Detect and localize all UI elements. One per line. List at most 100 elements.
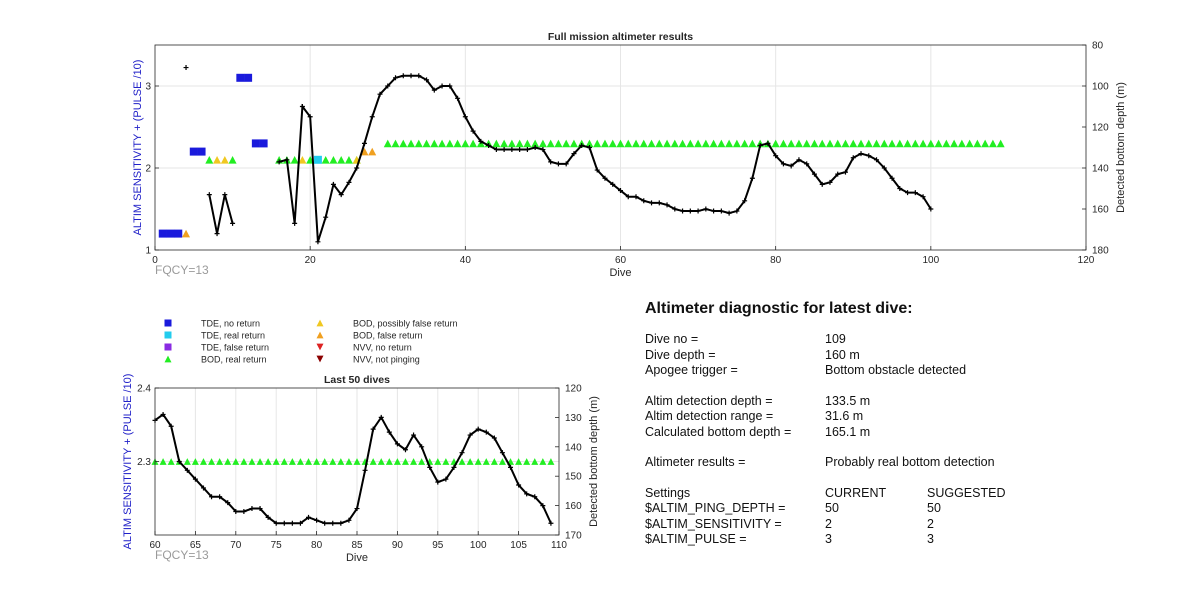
data-point — [926, 139, 935, 148]
depth-point — [509, 147, 515, 153]
setting-suggested: 50 — [927, 501, 941, 515]
apogee-value: Bottom obstacle detected — [825, 363, 967, 377]
data-point — [353, 458, 361, 465]
data-point — [779, 139, 788, 148]
depth-point — [299, 104, 305, 109]
data-point — [678, 139, 687, 148]
data-point — [256, 458, 264, 465]
depth-point — [842, 169, 848, 175]
data-point — [500, 139, 509, 148]
data-point — [942, 139, 951, 148]
depth-point — [532, 494, 538, 500]
data-point — [507, 139, 516, 148]
depth-point — [378, 414, 384, 420]
depth-point — [827, 179, 833, 185]
data-point — [313, 458, 321, 465]
data-point — [988, 139, 997, 148]
y-tick-label: 2 — [145, 164, 151, 175]
y-tick-label: 1 — [145, 246, 151, 257]
data-point — [442, 458, 450, 465]
data-point — [802, 139, 811, 148]
det-range-value: 31.6 m — [825, 409, 864, 423]
apogee-row: Apogee trigger = Bottom obstacle detecte… — [645, 363, 1065, 379]
depth-point — [773, 153, 779, 159]
data-point — [911, 139, 920, 148]
data-point — [399, 139, 408, 148]
data-point — [313, 155, 322, 164]
data-point — [288, 458, 296, 465]
data-point — [864, 139, 873, 148]
data-point — [264, 458, 272, 465]
data-point — [547, 458, 555, 465]
settings-header: Settings — [645, 485, 691, 500]
setting-row-sensitivity: $ALTIM_SENSITIVITY = 2 2 — [645, 517, 1065, 533]
setting-row-ping-depth: $ALTIM_PING_DEPTH = 50 50 — [645, 501, 1065, 517]
depth-point — [586, 145, 592, 150]
chart-title: Last 50 dives — [324, 374, 390, 386]
data-point — [562, 139, 571, 148]
y2-tick-label: 130 — [565, 413, 582, 424]
data-point — [213, 156, 222, 164]
det-depth-row: Altim detection depth = 133.5 m — [645, 394, 1065, 410]
depth-point — [491, 435, 497, 441]
dive-no-label: Dive no = — [645, 332, 699, 346]
data-point — [655, 139, 664, 148]
data-point — [329, 156, 338, 164]
x-tick-label: 20 — [305, 255, 317, 266]
calc-depth-label: Calculated bottom depth = — [645, 424, 792, 439]
depth-point — [555, 161, 561, 167]
data-point — [624, 139, 633, 148]
data-point — [872, 139, 881, 148]
depth-point — [866, 153, 872, 159]
data-point — [810, 139, 819, 148]
x-tick-label: 100 — [470, 540, 487, 551]
data-point — [220, 156, 229, 164]
data-point — [414, 139, 423, 148]
depth-point — [742, 198, 748, 204]
x-tick-label: 60 — [615, 255, 627, 266]
data-point — [418, 458, 426, 465]
depth-point — [486, 142, 492, 148]
depth-point — [517, 147, 523, 153]
x-tick-label: 85 — [351, 540, 363, 551]
depth-point — [594, 167, 600, 173]
depth-point — [703, 206, 709, 212]
data-point — [740, 139, 749, 148]
depth-point — [217, 494, 223, 500]
data-point — [841, 139, 850, 148]
data-point — [825, 139, 834, 148]
data-point — [174, 229, 183, 238]
depth-point — [641, 198, 647, 204]
data-point — [647, 139, 656, 148]
data-point — [251, 139, 260, 148]
depth-point — [672, 206, 678, 212]
data-point — [321, 458, 329, 465]
data-point — [401, 458, 409, 465]
data-point — [694, 139, 703, 148]
legend-marker — [316, 343, 324, 351]
depth-point — [912, 190, 918, 196]
depth-point — [160, 411, 166, 417]
depth-point — [314, 517, 320, 523]
depth-point — [548, 159, 554, 165]
depth-point — [610, 181, 616, 187]
y-tick-label: 3 — [145, 82, 151, 93]
depth-point — [168, 423, 174, 429]
depth-point — [192, 476, 198, 482]
depth-point — [400, 73, 406, 79]
calc-depth-value: 165.1 m — [825, 424, 871, 439]
det-range-row: Altim detection range = 31.6 m — [645, 409, 1065, 425]
depth-point — [289, 520, 295, 526]
data-point — [492, 139, 501, 148]
depth-point — [435, 479, 441, 485]
depth-point — [307, 114, 313, 120]
data-point — [391, 139, 400, 148]
legend-marker — [164, 343, 172, 351]
dive-depth-value: 160 m — [825, 347, 860, 362]
depth-point — [346, 179, 352, 185]
depth-point — [532, 145, 538, 150]
data-point — [272, 458, 280, 465]
depth-point — [183, 65, 189, 71]
depth-point — [874, 157, 880, 163]
depth-point — [467, 432, 473, 438]
